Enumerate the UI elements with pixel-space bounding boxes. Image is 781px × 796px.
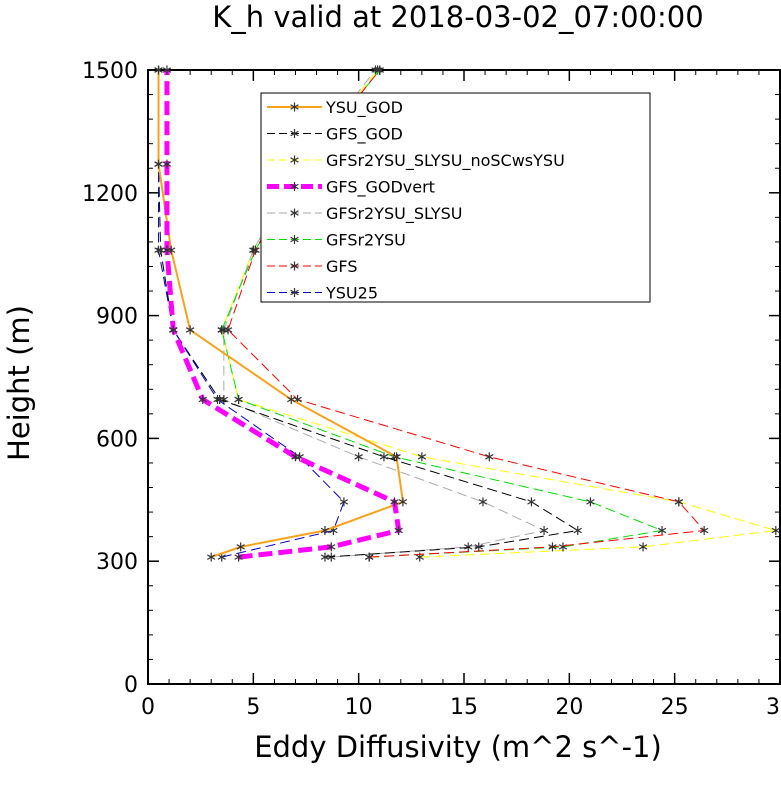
- x-tick-label: 25: [661, 695, 689, 720]
- data-point: [235, 395, 243, 404]
- y-tick-label: 0: [124, 673, 138, 698]
- data-point: [574, 526, 582, 535]
- x-tick-label: 15: [450, 695, 478, 720]
- data-point: [163, 160, 171, 169]
- y-tick-label: 1200: [82, 182, 138, 207]
- data-point: [186, 325, 194, 334]
- x-tick-label: 5: [246, 695, 260, 720]
- legend-label: GFSr2YSU_SLYSU: [326, 204, 462, 224]
- data-point: [485, 452, 493, 461]
- y-tick-label: 1500: [82, 59, 138, 84]
- x-tick-label: 10: [345, 695, 373, 720]
- y-axis-title: Height (m): [2, 305, 36, 461]
- y-tick-label: 300: [96, 550, 138, 575]
- x-axis-title: Eddy Diffusivity (m^2 s^-1): [254, 730, 662, 764]
- data-point: [479, 497, 487, 506]
- legend-label: YSU_GOD: [325, 98, 403, 118]
- x-tick-label: 30: [766, 695, 781, 720]
- data-point: [587, 497, 595, 506]
- data-point: [155, 160, 163, 169]
- legend: YSU_GOD GFS_GOD GFSr2YSU_SLYSU_noSCwsYSU GF…: [261, 93, 650, 303]
- legend-frame: [261, 93, 650, 302]
- x-tick-label: 0: [141, 695, 155, 720]
- data-point: [380, 452, 388, 461]
- legend-label: GFSr2YSU: [326, 231, 406, 250]
- legend-label: GFS_GOD: [326, 125, 403, 145]
- data-point: [675, 497, 683, 506]
- legend-label: GFS: [326, 257, 357, 276]
- data-point: [528, 497, 536, 506]
- y-tick-label: 600: [96, 427, 138, 452]
- data-point: [355, 452, 363, 461]
- data-point: [418, 452, 426, 461]
- chart: K_h valid at 2018-03-02_07:00:00 0 5 10 15 2…: [0, 0, 781, 796]
- x-tick-label: 20: [555, 695, 583, 720]
- y-tick-label: 900: [96, 305, 138, 330]
- data-point: [540, 526, 548, 535]
- legend-label: GFS_GODvert: [326, 178, 435, 198]
- legend-label: YSU25: [325, 284, 378, 303]
- data-point: [464, 542, 472, 551]
- legend-label: GFSr2YSU_SLYSU_noSCwsYSU: [326, 151, 565, 171]
- data-point: [340, 497, 348, 506]
- chart-title: K_h valid at 2018-03-02_07:00:00: [212, 0, 703, 34]
